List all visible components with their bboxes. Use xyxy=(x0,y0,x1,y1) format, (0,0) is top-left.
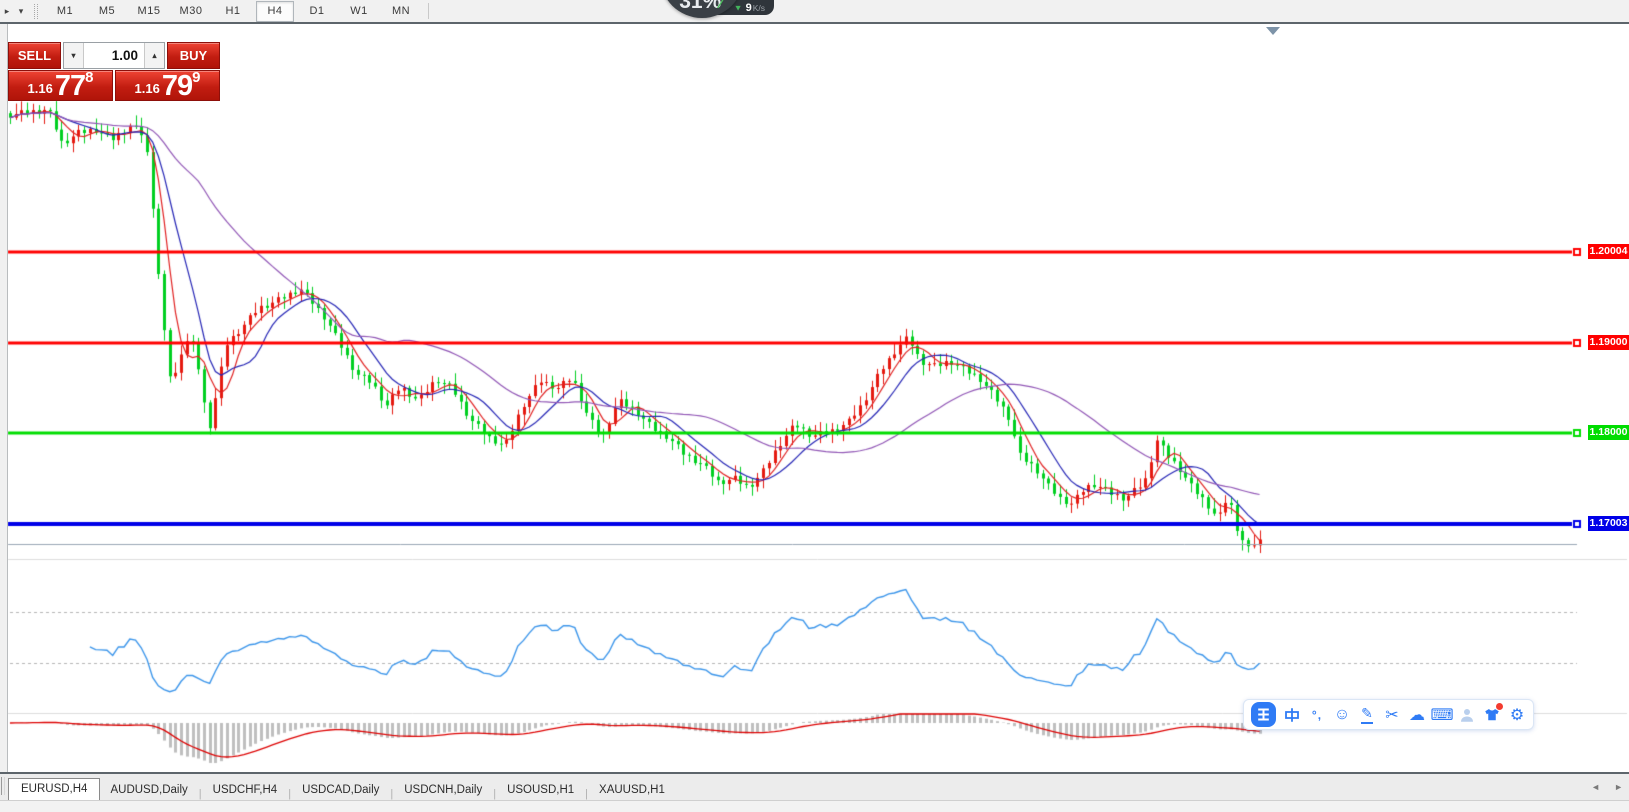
tab-separator: | xyxy=(198,788,202,800)
volume-value[interactable]: 1.00 xyxy=(111,48,138,63)
price-level-label-1.18000[interactable]: 1.18000 xyxy=(1588,425,1629,440)
cursor-arrow-icon[interactable]: ▸ xyxy=(4,6,10,16)
status-strip xyxy=(0,800,1629,812)
chart-tab-usdchf[interactable]: USDCHF,H4 xyxy=(212,784,278,796)
sell-button[interactable]: SELL xyxy=(8,42,61,69)
emoji-icon[interactable]: ☺ xyxy=(1333,705,1351,723)
buy-price-big-digits: 79 xyxy=(161,70,193,102)
chart-tab-bar: EURUSD,H4 AUDUSD,Daily | USDCHF,H4 | USDCAD,D… xyxy=(0,772,1629,812)
download-speed-unit: K/s xyxy=(752,2,765,13)
tab-separator: | xyxy=(493,788,497,800)
timeframe-button-w1[interactable]: W1 xyxy=(350,4,368,17)
timeframe-button-m15[interactable]: M15 xyxy=(137,4,161,17)
volume-stepper: ▾ 1.00 ▴ xyxy=(63,42,165,69)
screenshot-scissors-icon[interactable]: ✂ xyxy=(1385,706,1399,724)
tab-separator: | xyxy=(585,788,589,800)
price-level-label-1.20004[interactable]: 1.20004 xyxy=(1588,244,1629,259)
account-person-icon[interactable] xyxy=(1458,704,1476,726)
timeframe-button-m5[interactable]: M5 xyxy=(98,4,116,17)
timeframe-button-h1[interactable]: H1 xyxy=(225,4,241,17)
timeframe-button-m1[interactable]: M1 xyxy=(56,4,74,17)
memory-usage-percent: 31%∕ xyxy=(679,0,725,13)
toolbar-separator xyxy=(428,3,429,19)
volume-increase-button[interactable]: ▴ xyxy=(144,43,164,68)
handwriting-pencil-icon[interactable]: ✎ xyxy=(1358,704,1376,726)
chart-tab-audusd[interactable]: AUDUSD,Daily xyxy=(110,784,188,796)
punctuation-icon[interactable]: °, xyxy=(1311,707,1323,722)
tab-scroll-right-icon[interactable]: ► xyxy=(1614,782,1623,792)
timeframe-toolbar: ▸ ▾ M1 M5 M15 M30 H1 H4 D1 W1 MN xyxy=(0,0,1629,22)
sell-price-pip: 8 xyxy=(85,69,94,86)
sell-price-button[interactable]: 1.16 77 8 xyxy=(8,70,113,101)
sogou-logo-icon[interactable] xyxy=(1251,702,1276,727)
dropdown-caret-icon[interactable]: ▾ xyxy=(18,6,24,16)
soft-keyboard-icon[interactable]: ⌨ xyxy=(1430,706,1454,724)
ime-toolbar: °, ☺ ✎ ✂ ☁ ⌨ ⚙ xyxy=(1243,699,1534,730)
chart-tab-usdcnh[interactable]: USDCNH,Daily xyxy=(404,784,483,796)
buy-price-pip: 9 xyxy=(192,69,201,86)
timeframe-button-h4[interactable]: H4 xyxy=(256,0,294,22)
skin-tshirt-icon[interactable] xyxy=(1483,702,1503,726)
tabbar-grip xyxy=(1,777,5,795)
chart-tab-xauusd[interactable]: XAUUSD,H1 xyxy=(599,784,665,796)
toolbar-grip[interactable] xyxy=(34,3,38,19)
sell-price-big-digits: 77 xyxy=(54,70,86,102)
tab-scroll-left-icon[interactable]: ◄ xyxy=(1591,782,1601,792)
chart-tab-eurusd[interactable]: EURUSD,H4 xyxy=(8,778,101,801)
one-click-trading-panel: SELL ▾ 1.00 ▴ BUY 1.16 77 8 1.16 79 9 xyxy=(8,42,220,101)
chart-left-border xyxy=(0,24,8,772)
tab-separator: | xyxy=(390,788,394,800)
price-level-label-1.19000[interactable]: 1.19000 xyxy=(1588,335,1629,350)
timeframe-button-d1[interactable]: D1 xyxy=(309,4,325,17)
buy-price-prefix: 1.16 xyxy=(134,81,160,96)
cloud-icon[interactable]: ☁ xyxy=(1409,706,1425,724)
memory-usage-disk[interactable]: 31%∕ xyxy=(660,0,744,18)
buy-button[interactable]: BUY xyxy=(167,42,220,69)
settings-gear-icon[interactable]: ⚙ xyxy=(1509,706,1525,724)
sell-price-prefix: 1.16 xyxy=(27,81,53,96)
chart-tab-usousd[interactable]: USOUSD,H1 xyxy=(507,784,575,796)
download-speed-value: 9 xyxy=(745,1,752,14)
buy-price-button[interactable]: 1.16 79 9 xyxy=(115,70,220,101)
chart-shift-marker-icon[interactable] xyxy=(1266,27,1280,35)
price-level-label-1.17003[interactable]: 1.17003 xyxy=(1588,516,1629,531)
download-arrow-icon: ▼ xyxy=(733,3,743,12)
chart-tab-usdcad[interactable]: USDCAD,Daily xyxy=(302,784,380,796)
timeframe-button-mn[interactable]: MN xyxy=(391,4,411,17)
tab-separator: | xyxy=(288,788,292,800)
volume-decrease-button[interactable]: ▾ xyxy=(64,43,84,68)
chinese-mode-icon[interactable] xyxy=(1283,704,1301,726)
timeframe-button-m30[interactable]: M30 xyxy=(179,4,203,17)
